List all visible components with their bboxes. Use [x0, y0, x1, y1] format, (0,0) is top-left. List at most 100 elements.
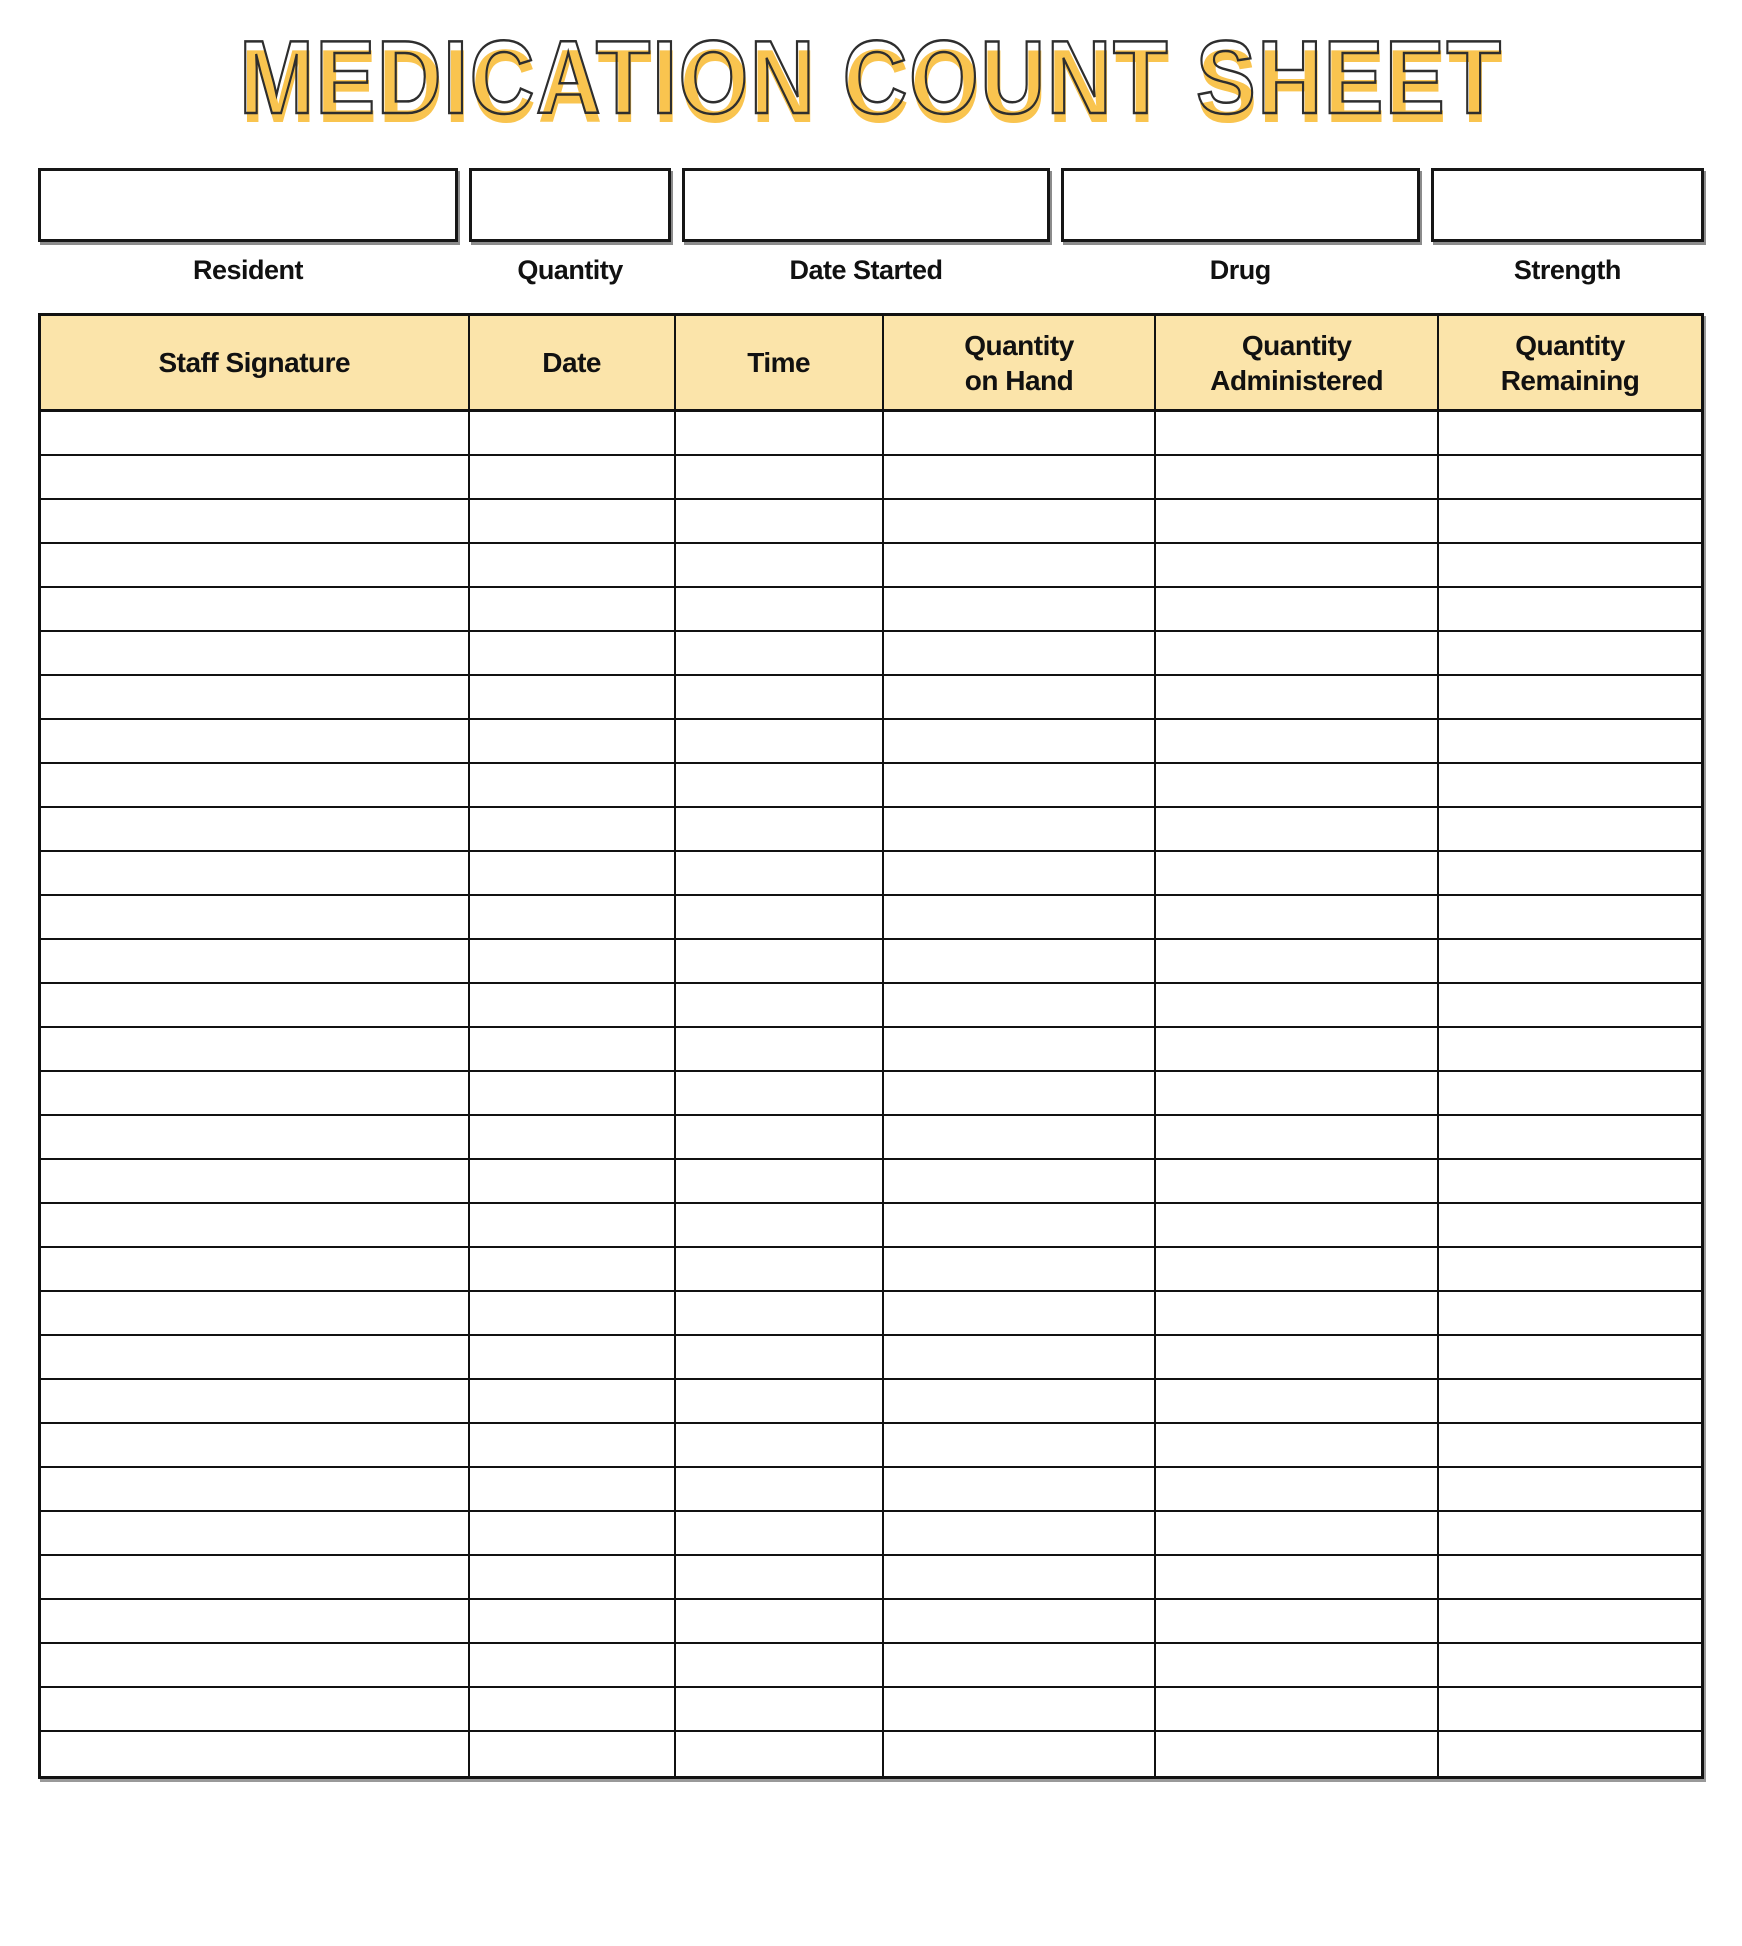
table-cell[interactable] [1154, 1685, 1440, 1732]
quantity-input-box[interactable] [469, 168, 672, 242]
table-cell[interactable] [38, 849, 470, 896]
table-cell[interactable] [467, 1597, 676, 1644]
table-cell[interactable] [881, 717, 1157, 764]
table-cell[interactable] [673, 1729, 884, 1779]
table-cell[interactable] [1154, 761, 1440, 808]
table-cell[interactable] [673, 673, 884, 720]
table-cell[interactable] [673, 1157, 884, 1204]
table-cell[interactable] [1437, 1685, 1704, 1732]
table-cell[interactable] [467, 849, 676, 896]
table-cell[interactable] [1154, 1113, 1440, 1160]
table-cell[interactable] [1437, 673, 1704, 720]
table-cell[interactable] [38, 673, 470, 720]
table-cell[interactable] [38, 453, 470, 500]
table-cell[interactable] [467, 409, 676, 456]
table-cell[interactable] [1154, 1245, 1440, 1292]
resident-input-box[interactable] [38, 168, 459, 242]
table-cell[interactable] [673, 1421, 884, 1468]
table-cell[interactable] [673, 1377, 884, 1424]
table-cell[interactable] [673, 1685, 884, 1732]
table-cell[interactable] [881, 1685, 1157, 1732]
table-cell[interactable] [673, 1641, 884, 1688]
table-cell[interactable] [1437, 893, 1704, 940]
table-cell[interactable] [1154, 1421, 1440, 1468]
table-cell[interactable] [1154, 585, 1440, 632]
table-cell[interactable] [1437, 541, 1704, 588]
table-cell[interactable] [467, 585, 676, 632]
table-cell[interactable] [1154, 541, 1440, 588]
table-cell[interactable] [38, 409, 470, 456]
table-cell[interactable] [881, 1289, 1157, 1336]
table-cell[interactable] [38, 981, 470, 1028]
table-cell[interactable] [881, 409, 1157, 456]
table-cell[interactable] [673, 1245, 884, 1292]
table-cell[interactable] [1437, 1157, 1704, 1204]
table-cell[interactable] [881, 1641, 1157, 1688]
table-cell[interactable] [38, 1685, 470, 1732]
table-cell[interactable] [881, 453, 1157, 500]
table-cell[interactable] [881, 981, 1157, 1028]
table-cell[interactable] [38, 1245, 470, 1292]
table-cell[interactable] [467, 761, 676, 808]
table-cell[interactable] [467, 1245, 676, 1292]
table-cell[interactable] [1437, 1289, 1704, 1336]
table-cell[interactable] [38, 1289, 470, 1336]
table-cell[interactable] [38, 1157, 470, 1204]
table-cell[interactable] [38, 1465, 470, 1512]
table-cell[interactable] [467, 673, 676, 720]
table-cell[interactable] [1154, 893, 1440, 940]
table-cell[interactable] [881, 893, 1157, 940]
table-cell[interactable] [673, 1597, 884, 1644]
table-cell[interactable] [1437, 1333, 1704, 1380]
table-cell[interactable] [1154, 1025, 1440, 1072]
table-cell[interactable] [1154, 629, 1440, 676]
table-cell[interactable] [1437, 409, 1704, 456]
table-cell[interactable] [38, 1641, 470, 1688]
table-cell[interactable] [467, 1069, 676, 1116]
table-cell[interactable] [673, 1465, 884, 1512]
table-cell[interactable] [1437, 1641, 1704, 1688]
table-cell[interactable] [38, 761, 470, 808]
table-cell[interactable] [881, 497, 1157, 544]
table-cell[interactable] [467, 893, 676, 940]
table-cell[interactable] [1154, 805, 1440, 852]
table-cell[interactable] [38, 1597, 470, 1644]
table-cell[interactable] [467, 1729, 676, 1779]
table-cell[interactable] [467, 1289, 676, 1336]
table-cell[interactable] [673, 1509, 884, 1556]
table-cell[interactable] [1437, 1729, 1704, 1779]
table-cell[interactable] [881, 1157, 1157, 1204]
table-cell[interactable] [38, 1201, 470, 1248]
table-cell[interactable] [38, 585, 470, 632]
table-cell[interactable] [467, 453, 676, 500]
table-cell[interactable] [673, 1553, 884, 1600]
table-cell[interactable] [1154, 717, 1440, 764]
table-cell[interactable] [881, 585, 1157, 632]
table-cell[interactable] [673, 981, 884, 1028]
table-cell[interactable] [881, 1245, 1157, 1292]
table-cell[interactable] [673, 453, 884, 500]
table-cell[interactable] [1154, 1157, 1440, 1204]
table-cell[interactable] [673, 1069, 884, 1116]
table-cell[interactable] [38, 893, 470, 940]
table-cell[interactable] [1437, 981, 1704, 1028]
table-cell[interactable] [1154, 409, 1440, 456]
table-cell[interactable] [38, 1069, 470, 1116]
table-cell[interactable] [673, 717, 884, 764]
table-cell[interactable] [881, 1377, 1157, 1424]
table-cell[interactable] [1437, 937, 1704, 984]
table-cell[interactable] [1154, 1201, 1440, 1248]
table-cell[interactable] [467, 497, 676, 544]
table-cell[interactable] [467, 981, 676, 1028]
strength-input-box[interactable] [1430, 168, 1704, 242]
table-cell[interactable] [467, 1553, 676, 1600]
table-cell[interactable] [467, 1685, 676, 1732]
table-cell[interactable] [1154, 673, 1440, 720]
table-cell[interactable] [38, 1553, 470, 1600]
table-cell[interactable] [673, 1025, 884, 1072]
table-cell[interactable] [1437, 497, 1704, 544]
table-cell[interactable] [673, 629, 884, 676]
table-cell[interactable] [881, 1509, 1157, 1556]
table-cell[interactable] [881, 1113, 1157, 1160]
table-cell[interactable] [881, 673, 1157, 720]
